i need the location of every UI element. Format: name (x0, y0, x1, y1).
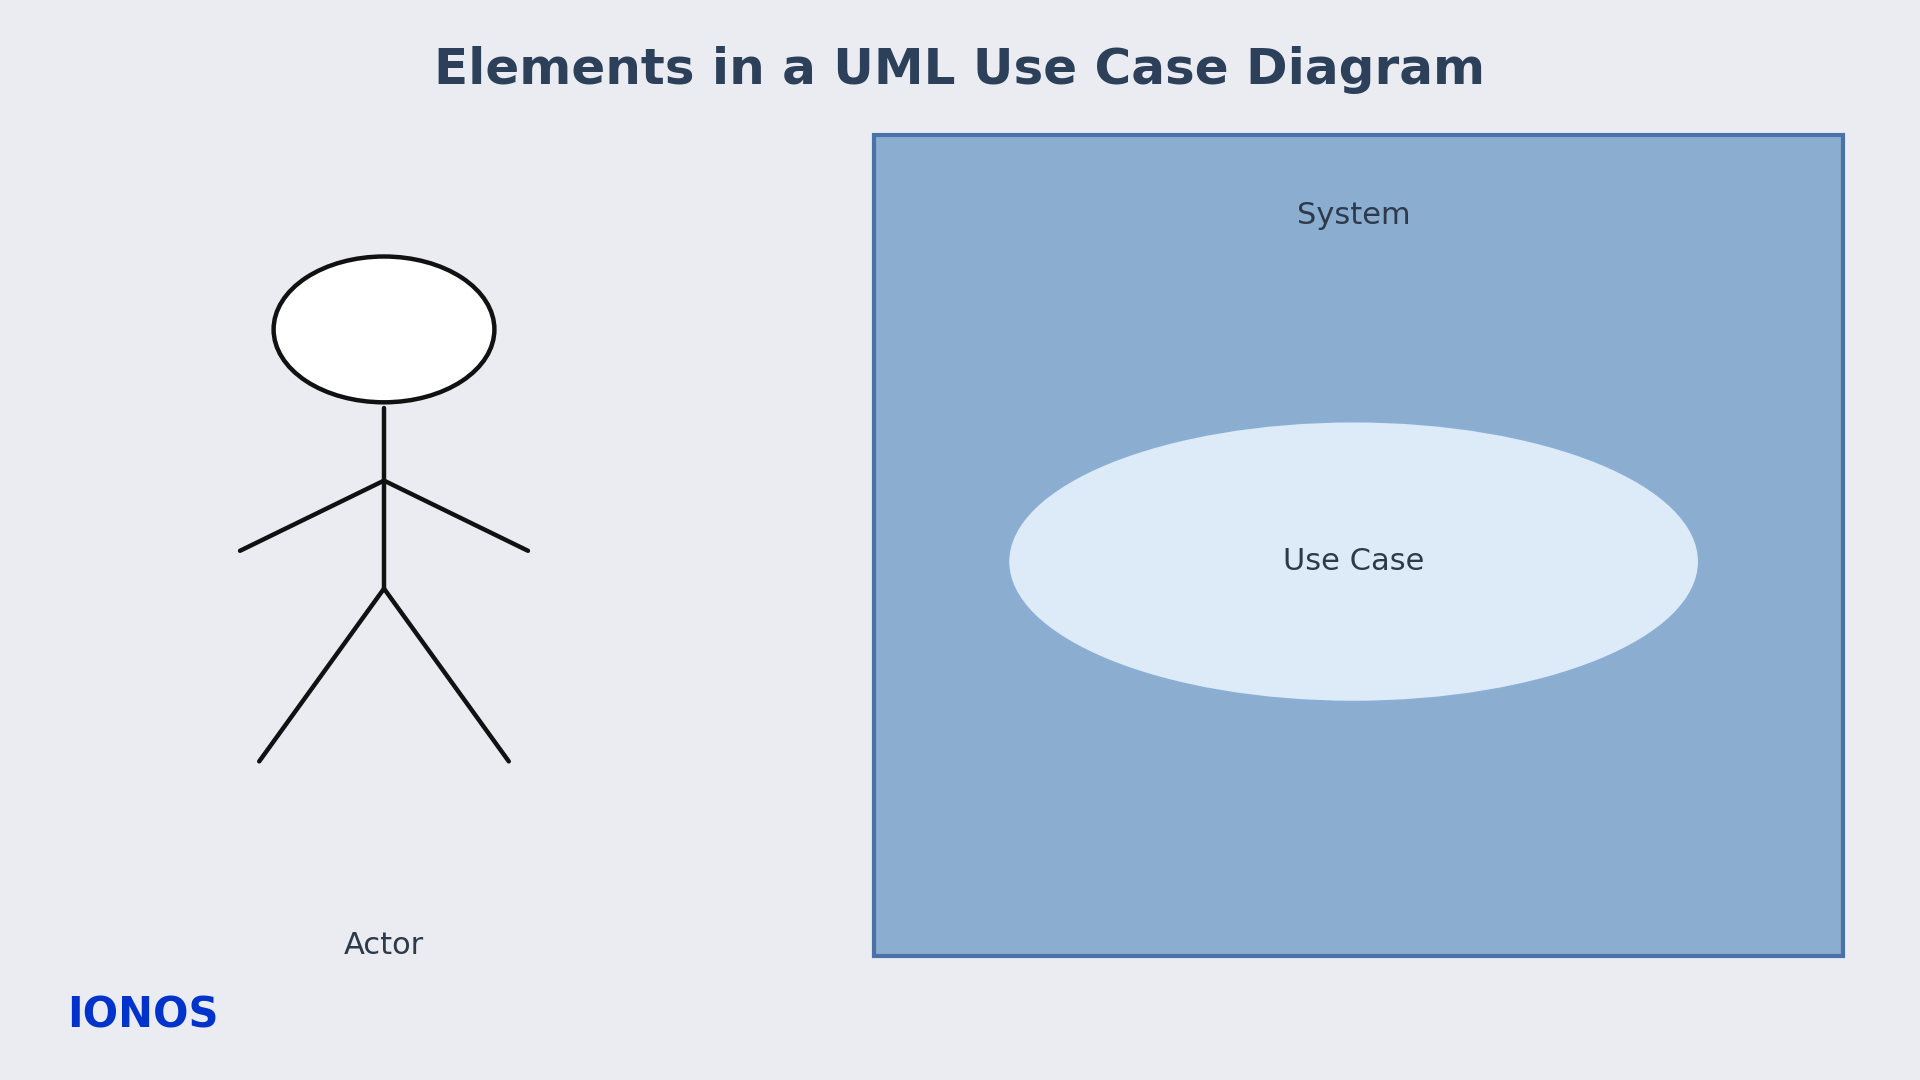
FancyBboxPatch shape (874, 135, 1843, 956)
Text: Use Case: Use Case (1283, 548, 1425, 576)
Text: System: System (1296, 202, 1411, 230)
Ellipse shape (275, 256, 495, 403)
Text: IONOS: IONOS (67, 995, 219, 1037)
Ellipse shape (1008, 421, 1699, 702)
Text: Actor: Actor (344, 931, 424, 959)
Text: Elements in a UML Use Case Diagram: Elements in a UML Use Case Diagram (434, 46, 1486, 94)
